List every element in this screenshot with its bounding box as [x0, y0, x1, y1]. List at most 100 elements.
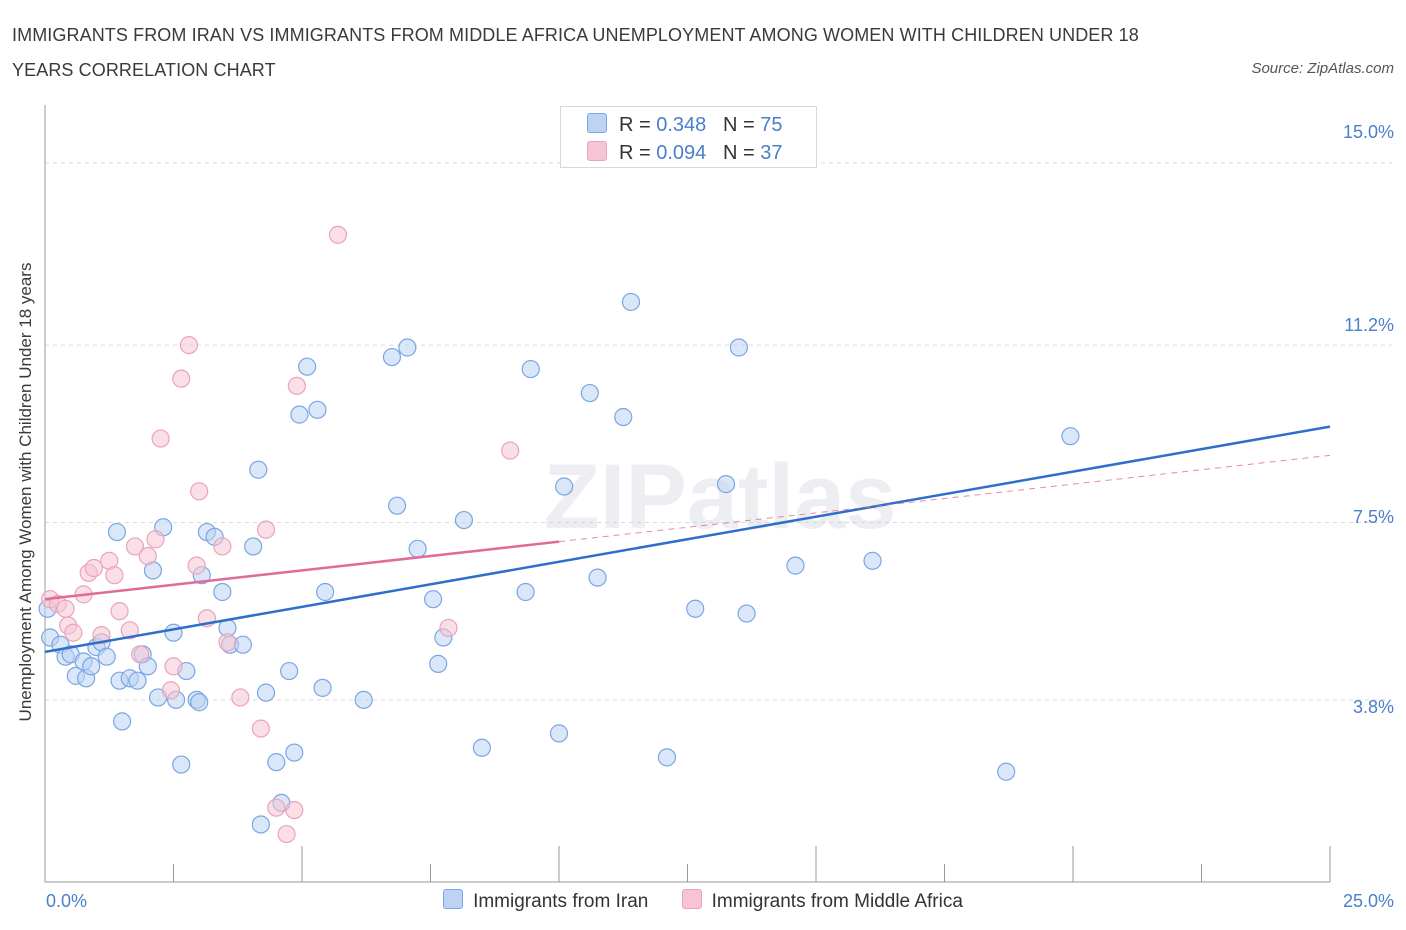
iran-point	[285, 743, 304, 762]
middle-africa-point	[84, 558, 103, 578]
iran-point	[107, 522, 127, 542]
iran-point	[354, 690, 373, 709]
middle-africa-point	[172, 369, 191, 388]
middle-africa-point	[92, 626, 111, 645]
trend-lines	[44, 425, 1331, 654]
iran-point	[423, 590, 443, 609]
series-legend: Immigrants from Iran Immigrants from Mid…	[0, 889, 1406, 913]
iran-point	[621, 292, 641, 312]
legend-label-iran: Immigrants from Iran	[473, 891, 649, 912]
iran-point	[729, 338, 749, 357]
iran-point	[316, 582, 335, 602]
middle-africa-trend-line-extrapolated	[558, 454, 1331, 543]
x-tick-label-min: 0.0%	[46, 891, 88, 911]
iran-point	[863, 551, 882, 570]
middle-africa-point	[231, 688, 250, 707]
middle-africa-point	[256, 520, 276, 539]
iran-point	[249, 460, 268, 479]
axes	[44, 105, 1331, 883]
r-value-middle-africa: 0.094	[656, 142, 707, 164]
iran-point	[290, 405, 309, 424]
iran-point	[244, 537, 263, 556]
legend-item-middle-africa[interactable]: Immigrants from Middle Africa	[681, 889, 963, 913]
y-tick-label: 11.2%	[1344, 315, 1394, 335]
middle-africa-trend-line	[44, 540, 560, 601]
legend-item-iran[interactable]: Immigrants from Iran	[443, 889, 648, 913]
iran-point	[429, 654, 448, 673]
iran-point	[172, 755, 191, 774]
iran-point	[267, 753, 286, 772]
iran-point	[657, 748, 677, 767]
iran-point	[737, 604, 756, 623]
iran-point	[555, 477, 574, 496]
iran-point	[164, 623, 183, 642]
middle-africa-point	[187, 556, 206, 575]
legend-label-middle-africa: Immigrants from Middle Africa	[711, 891, 963, 912]
middle-africa-point	[110, 602, 129, 621]
y-tick-label: 7.5%	[1352, 507, 1394, 527]
stats-row-iran: R = 0.348 N = 75	[587, 113, 782, 137]
iran-point	[398, 338, 417, 357]
iran-point	[82, 657, 101, 676]
middle-africa-point	[151, 429, 170, 448]
middle-africa-point	[161, 681, 181, 700]
iran-point	[472, 738, 491, 757]
legend-swatch-middle-africa	[681, 889, 702, 909]
y-tick-label: 3.8%	[1352, 697, 1394, 717]
middle-africa-point	[218, 633, 237, 652]
middle-africa-point	[213, 537, 232, 556]
iran-point	[454, 510, 474, 530]
iran-point	[190, 693, 209, 712]
iran-point	[382, 347, 402, 367]
middle-africa-point	[125, 537, 145, 556]
middle-africa-point	[56, 599, 75, 618]
iran-point	[614, 407, 633, 427]
middle-africa-point	[501, 441, 520, 460]
iran-point	[408, 539, 427, 558]
iran-point	[686, 599, 705, 618]
iran-trend-line	[44, 425, 1331, 654]
iran-point	[516, 582, 535, 602]
iran-point	[521, 359, 540, 379]
iran-point	[786, 556, 805, 575]
middle-africa-point	[64, 623, 83, 642]
stats-legend: R = 0.348 N = 75 R = 0.094 N = 37	[560, 106, 817, 168]
n-value-iran: 75	[760, 114, 783, 136]
legend-swatch-iran	[587, 113, 607, 133]
iran-point	[588, 568, 607, 587]
middle-africa-point	[267, 798, 286, 817]
middle-africa-point	[138, 546, 157, 566]
iran-point	[251, 815, 270, 834]
iran-point	[97, 647, 116, 666]
middle-africa-point	[251, 719, 270, 738]
legend-swatch-iran	[443, 889, 464, 909]
iran-point	[112, 712, 132, 731]
middle-africa-point	[120, 621, 139, 640]
iran-point	[308, 400, 327, 419]
iran-point	[213, 582, 232, 602]
series-points	[38, 225, 1080, 844]
iran-point	[716, 475, 736, 494]
middle-africa-point	[439, 618, 458, 638]
r-value-iran: 0.348	[656, 114, 707, 136]
chart-source: Source: ZipAtlas.com	[1251, 60, 1394, 77]
iran-point	[549, 724, 569, 743]
iran-point	[256, 683, 276, 702]
x-tick-label-max: 25.0%	[1342, 891, 1394, 911]
iran-point	[580, 383, 599, 403]
chart-title: IMMIGRANTS FROM IRAN VS IMMIGRANTS FROM …	[12, 25, 1139, 80]
stats-row-middle-africa: R = 0.094 N = 37	[587, 141, 782, 165]
grid-lines	[45, 162, 1392, 701]
iran-point	[128, 671, 147, 690]
middle-africa-point	[130, 645, 150, 664]
middle-africa-point	[179, 336, 199, 355]
legend-swatch-middle-africa	[587, 141, 607, 161]
iran-point	[997, 762, 1016, 781]
middle-africa-point	[164, 657, 183, 676]
middle-africa-point	[328, 225, 348, 244]
watermark: ZIPatlas	[544, 446, 897, 548]
middle-africa-point	[287, 376, 306, 395]
middle-africa-point	[277, 824, 296, 844]
middle-africa-point	[285, 800, 304, 820]
